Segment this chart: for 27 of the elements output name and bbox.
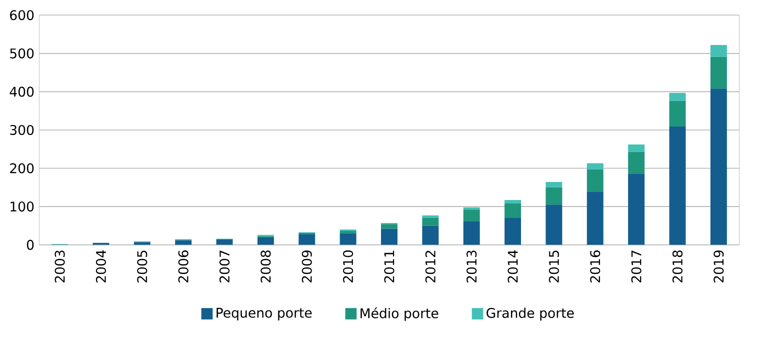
x-tick-label: 2018 — [672, 250, 683, 283]
x-tick-label: 2010 — [343, 250, 354, 283]
x-tick-label: 2009 — [302, 250, 312, 283]
x-tick-label: 2017 — [631, 250, 642, 283]
y-tick-label: 600 — [10, 10, 34, 20]
x-tick-label: 2016 — [590, 250, 600, 283]
y-tick-label: 200 — [10, 163, 34, 174]
x-tick-label: 2015 — [548, 250, 559, 283]
x-tick-label: 2006 — [178, 250, 188, 283]
x-tick-label: 2003 — [54, 250, 65, 283]
y-tick-label: 300 — [10, 125, 34, 136]
x-tick-label: 2011 — [384, 250, 394, 283]
y-tick-label: 500 — [10, 48, 34, 59]
x-tick-label: 2004 — [96, 250, 106, 283]
y-tick-label: 400 — [10, 86, 34, 97]
y-tick-label: 100 — [10, 202, 34, 212]
x-tick-label: 2007 — [219, 250, 230, 283]
x-tick-label: 2012 — [425, 251, 436, 283]
legend-label: Pequeno porte — [216, 308, 312, 320]
legend-label: Grande porte — [486, 308, 574, 321]
x-tick-label: 2008 — [260, 250, 271, 283]
x-tick-label: 2013 — [466, 250, 477, 283]
y-tick-label: 0 — [26, 240, 34, 250]
x-tick-label: 2014 — [508, 250, 518, 283]
x-tick-label: 2019 — [714, 250, 724, 283]
x-tick-label: 2005 — [137, 250, 148, 283]
legend-label: Médio porte — [360, 308, 438, 321]
